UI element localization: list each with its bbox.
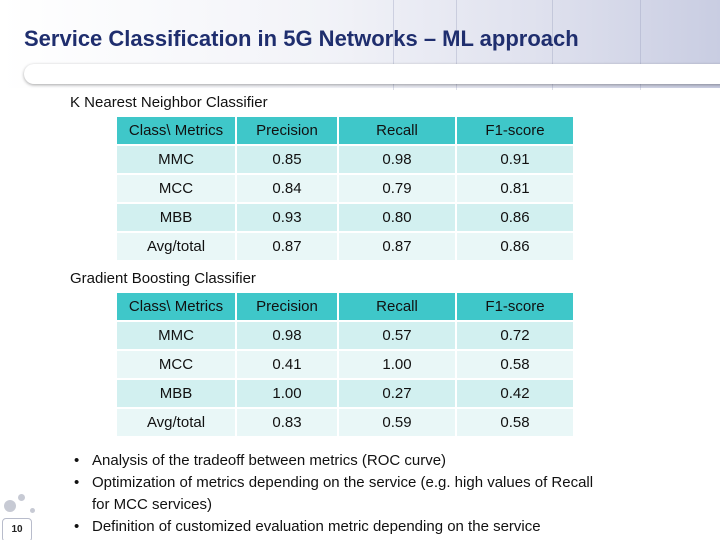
table-cell: MMC xyxy=(117,322,235,349)
table-row: MBB 1.00 0.27 0.42 xyxy=(117,380,573,407)
header-cell: F1-score xyxy=(457,293,573,320)
gradient-boosting-section-label: Gradient Boosting Classifier xyxy=(70,270,256,287)
decorative-circle xyxy=(18,494,25,501)
table-cell: MCC xyxy=(117,351,235,378)
table-cell: 0.42 xyxy=(457,380,573,407)
header-cell: Recall xyxy=(339,293,455,320)
decorative-circle xyxy=(4,500,16,512)
table-cell: 0.83 xyxy=(237,409,337,436)
table-cell: 0.86 xyxy=(457,233,573,260)
header-cell: Class\ Metrics xyxy=(117,117,235,144)
table-header-row: Class\ Metrics Precision Recall F1-score xyxy=(117,117,573,144)
table-cell: 0.93 xyxy=(237,204,337,231)
table-cell: MBB xyxy=(117,380,235,407)
table-cell: 1.00 xyxy=(237,380,337,407)
table-cell: MMC xyxy=(117,146,235,173)
table-cell: 0.87 xyxy=(339,233,455,260)
table-cell: 0.79 xyxy=(339,175,455,202)
table-cell: 0.27 xyxy=(339,380,455,407)
table-row: MMC 0.98 0.57 0.72 xyxy=(117,322,573,349)
table-cell: 0.80 xyxy=(339,204,455,231)
table-cell: MBB xyxy=(117,204,235,231)
header-cell: Recall xyxy=(339,117,455,144)
knn-section-label: K Nearest Neighbor Classifier xyxy=(70,94,268,111)
header-decoration-line xyxy=(456,0,457,90)
table-cell: MCC xyxy=(117,175,235,202)
table-cell: 0.72 xyxy=(457,322,573,349)
table-row: MMC 0.85 0.98 0.91 xyxy=(117,146,573,173)
knn-metrics-table: Class\ Metrics Precision Recall F1-score… xyxy=(115,115,575,262)
header-cell: Precision xyxy=(237,117,337,144)
table-row: Avg/total 0.83 0.59 0.58 xyxy=(117,409,573,436)
table-cell: 0.57 xyxy=(339,322,455,349)
bullet-list: • Analysis of the tradeoff between metric… xyxy=(70,450,610,538)
header-decoration-line xyxy=(552,0,553,90)
table-cell: 0.59 xyxy=(339,409,455,436)
table-cell: Avg/total xyxy=(117,409,235,436)
bullet-dot-icon: • xyxy=(74,518,80,535)
table-row: MCC 0.41 1.00 0.58 xyxy=(117,351,573,378)
bullet-dot-icon: • xyxy=(74,452,80,469)
decorative-circle xyxy=(30,508,35,513)
bullet-text: Definition of customized evaluation metr… xyxy=(92,518,541,535)
bullet-item: • Optimization of metrics depending on th… xyxy=(70,472,610,516)
table-cell: 0.58 xyxy=(457,351,573,378)
header-cell: Class\ Metrics xyxy=(117,293,235,320)
header-decoration-line xyxy=(393,0,394,90)
page-number: 10 xyxy=(2,518,32,540)
table-cell: 0.58 xyxy=(457,409,573,436)
header-cell: F1-score xyxy=(457,117,573,144)
table-cell: 0.84 xyxy=(237,175,337,202)
table-cell: Avg/total xyxy=(117,233,235,260)
table-row: MBB 0.93 0.80 0.86 xyxy=(117,204,573,231)
table-cell: 0.91 xyxy=(457,146,573,173)
table-cell: 1.00 xyxy=(339,351,455,378)
table-cell: 0.85 xyxy=(237,146,337,173)
table-header-row: Class\ Metrics Precision Recall F1-score xyxy=(117,293,573,320)
table-cell: 0.87 xyxy=(237,233,337,260)
title-underline-bar xyxy=(24,64,720,84)
table-row: Avg/total 0.87 0.87 0.86 xyxy=(117,233,573,260)
gradient-boosting-metrics-table: Class\ Metrics Precision Recall F1-score… xyxy=(115,291,575,438)
table-row: MCC 0.84 0.79 0.81 xyxy=(117,175,573,202)
bullet-text: Analysis of the tradeoff between metrics… xyxy=(92,452,447,469)
table-cell: 0.41 xyxy=(237,351,337,378)
table-cell: 0.86 xyxy=(457,204,573,231)
table-cell: 0.98 xyxy=(237,322,337,349)
header-cell: Precision xyxy=(237,293,337,320)
table-cell: 0.81 xyxy=(457,175,573,202)
bullet-dot-icon: • xyxy=(74,474,80,491)
bullet-item: • Analysis of the tradeoff between metric… xyxy=(70,450,610,472)
header-decoration-line xyxy=(640,0,641,90)
table-cell: 0.98 xyxy=(339,146,455,173)
bullet-item: • Definition of customized evaluation met… xyxy=(70,516,610,538)
bullet-text: Optimization of metrics depending on the… xyxy=(92,474,594,513)
slide-title: Service Classification in 5G Networks – … xyxy=(24,26,579,51)
